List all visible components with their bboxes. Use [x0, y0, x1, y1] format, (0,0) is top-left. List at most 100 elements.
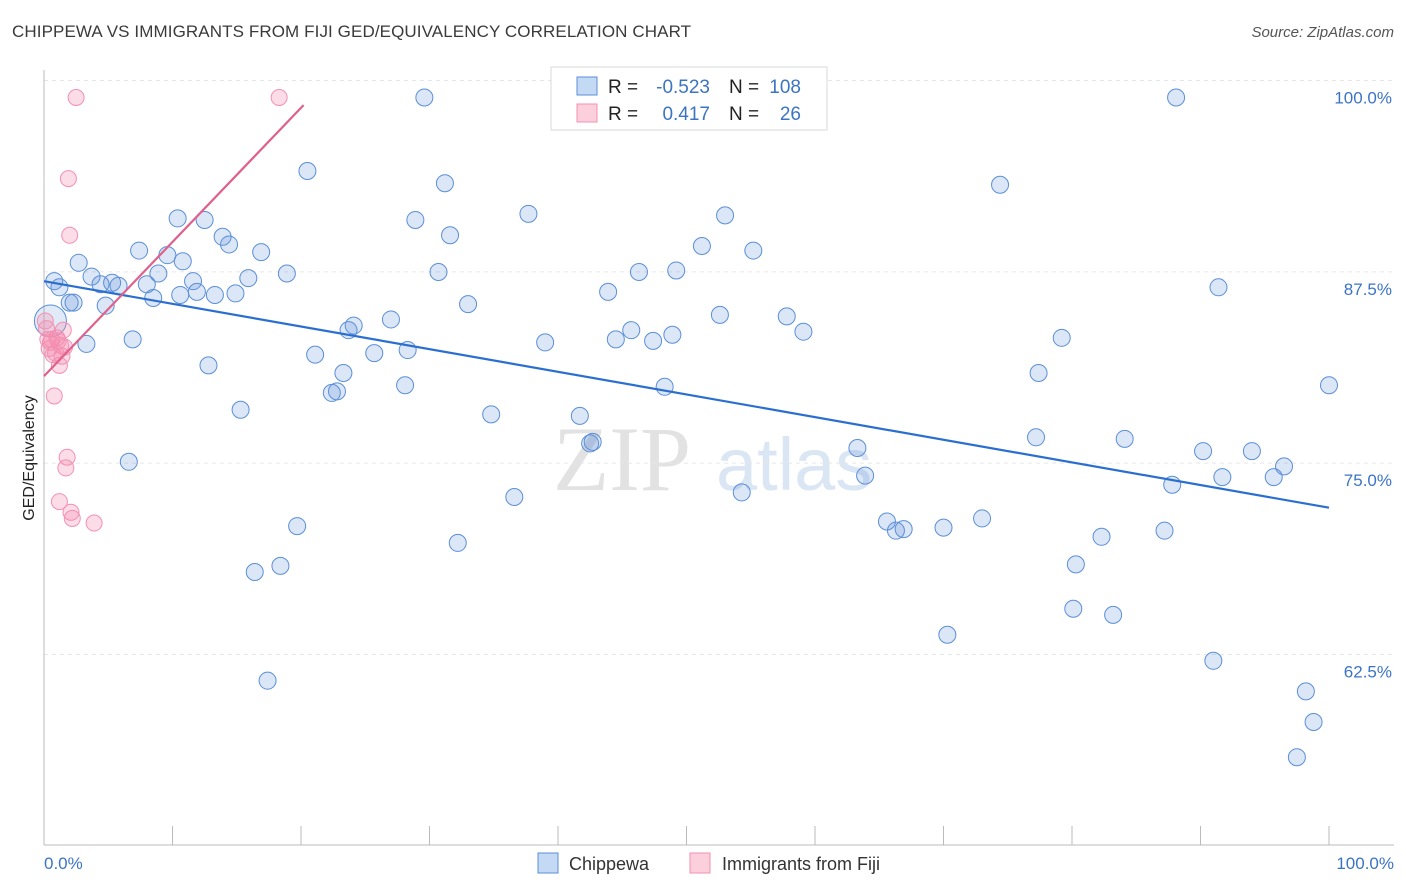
y-tick-labels: 62.5% 75.0% 87.5% 100.0% [1334, 89, 1392, 682]
chippewa-point [171, 285, 190, 304]
fiji-point [58, 448, 76, 466]
x-tick-label-left: 0.0% [44, 854, 83, 873]
chippewa-point [1242, 442, 1261, 461]
watermark: ZIP atlas [553, 408, 872, 510]
chippewa-point [245, 563, 264, 582]
legend-n-value-fiji: 26 [780, 104, 801, 125]
fiji-point [61, 226, 79, 244]
chippewa-point [396, 376, 415, 395]
chippewa-point [599, 282, 618, 301]
chippewa-point [415, 88, 434, 107]
chippewa-point [298, 161, 317, 180]
chippewa-point [856, 466, 875, 485]
chippewa-point [744, 241, 763, 260]
chippewa-point [1275, 457, 1294, 476]
chippewa-point [732, 483, 751, 502]
chippewa-point [794, 322, 813, 341]
chippewa-point [1209, 278, 1228, 297]
chippewa-point [252, 243, 271, 262]
chippewa-point [629, 262, 648, 281]
chippewa-point [1320, 376, 1338, 395]
chippewa-point [973, 509, 992, 528]
trendlines [43, 104, 1330, 509]
chippewa-point [327, 382, 346, 401]
chippewa-point [1115, 429, 1134, 448]
chippewa-point [663, 325, 682, 344]
fiji-point [59, 170, 77, 188]
chippewa-point [184, 272, 203, 291]
chippewa-point [692, 236, 711, 255]
chippewa-point [123, 330, 142, 349]
watermark-atlas: atlas [716, 423, 872, 506]
chippewa-point [482, 405, 501, 424]
chippewa-point [710, 305, 729, 324]
legend-r-label-chippewa: R = [608, 77, 638, 98]
chippewa-point [91, 275, 110, 294]
chippewa-point [1287, 748, 1306, 767]
chippewa-point [1204, 651, 1223, 670]
chippewa-point [1213, 468, 1232, 487]
chippewa-trendline [43, 280, 1330, 509]
chippewa-point [505, 488, 524, 507]
legend-n-label-chippewa: N = [729, 77, 759, 98]
stats-legend: R = -0.523 N = 108 R = 0.417 N = 26 [550, 66, 828, 131]
legend-n-value-chippewa: 108 [769, 77, 801, 98]
fiji-point [67, 89, 85, 106]
chippewa-point [173, 252, 192, 271]
chippewa-point [365, 344, 384, 363]
chippewa-point [158, 246, 177, 265]
chippewa-point [381, 310, 400, 329]
chippewa-point [570, 406, 589, 425]
chippewa-point [886, 521, 905, 540]
chippewa-point [130, 241, 149, 260]
chippewa-point [344, 316, 363, 335]
chippewa-point [288, 517, 307, 536]
chippewa-point [938, 625, 957, 644]
watermark-zip: ZIP [553, 408, 691, 510]
chart-source: Source: ZipAtlas.com [1251, 24, 1394, 41]
chippewa-point [306, 345, 325, 364]
fiji-point [85, 514, 103, 532]
chippewa-point [644, 331, 663, 350]
chippewa-point [277, 264, 296, 283]
fiji-point [50, 493, 68, 511]
chart-title: CHIPPEWA VS IMMIGRANTS FROM FIJI GED/EQU… [12, 22, 692, 41]
chippewa-point [119, 452, 138, 471]
chippewa-point [82, 267, 101, 286]
chippewa-point [231, 400, 250, 419]
chippewa-point [1167, 88, 1186, 107]
fiji-point [62, 503, 80, 521]
chippewa-point [220, 235, 239, 254]
y-tick-label: 62.5% [1344, 663, 1392, 682]
bottom-legend-label-chippewa: Chippewa [569, 854, 650, 874]
chippewa-point [934, 518, 953, 537]
fiji-point [57, 459, 75, 477]
chippewa-point [448, 533, 467, 552]
fiji-point [45, 387, 63, 405]
chippewa-point [258, 671, 277, 690]
chippewa-point [435, 174, 454, 193]
chippewa-point [441, 226, 460, 245]
chippewa-point [239, 269, 258, 288]
chippewa-points [33, 88, 1338, 767]
bottom-legend-label-fiji: Immigrants from Fiji [722, 854, 880, 874]
chippewa-point [716, 206, 735, 225]
chippewa-point [777, 307, 796, 326]
chippewa-point [334, 364, 353, 383]
chippewa-point [429, 262, 448, 281]
chippewa-point [622, 321, 641, 340]
legend-r-label-fiji: R = [608, 104, 638, 125]
chippewa-point [1194, 442, 1213, 461]
bottom-legend-swatch-chippewa [537, 852, 559, 874]
chippewa-point [894, 520, 913, 539]
chippewa-point [199, 356, 218, 375]
fiji-point [63, 509, 81, 527]
chippewa-point [205, 285, 224, 304]
y-tick-label: 87.5% [1344, 280, 1392, 299]
chippewa-point [149, 264, 168, 283]
chippewa-point [144, 289, 163, 308]
chippewa-point [1092, 527, 1111, 546]
chippewa-point [69, 253, 88, 272]
chippewa-point [667, 261, 686, 280]
bottom-legend-swatch-fiji [689, 852, 711, 874]
